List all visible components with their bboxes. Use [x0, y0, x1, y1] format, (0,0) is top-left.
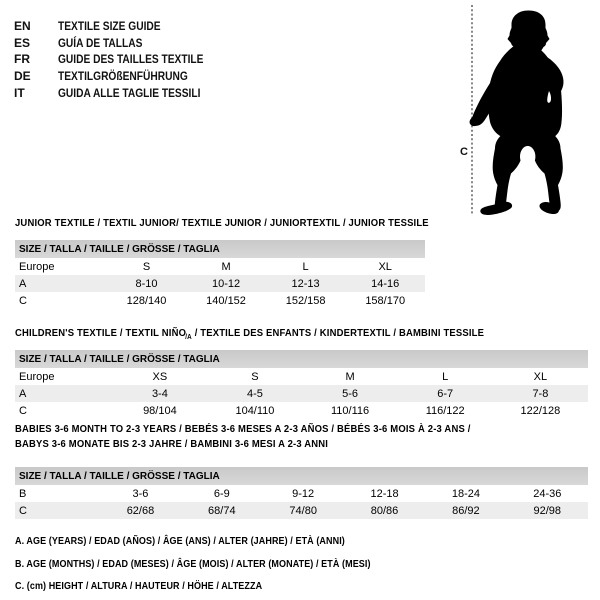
svg-text:C: C [460, 146, 468, 158]
